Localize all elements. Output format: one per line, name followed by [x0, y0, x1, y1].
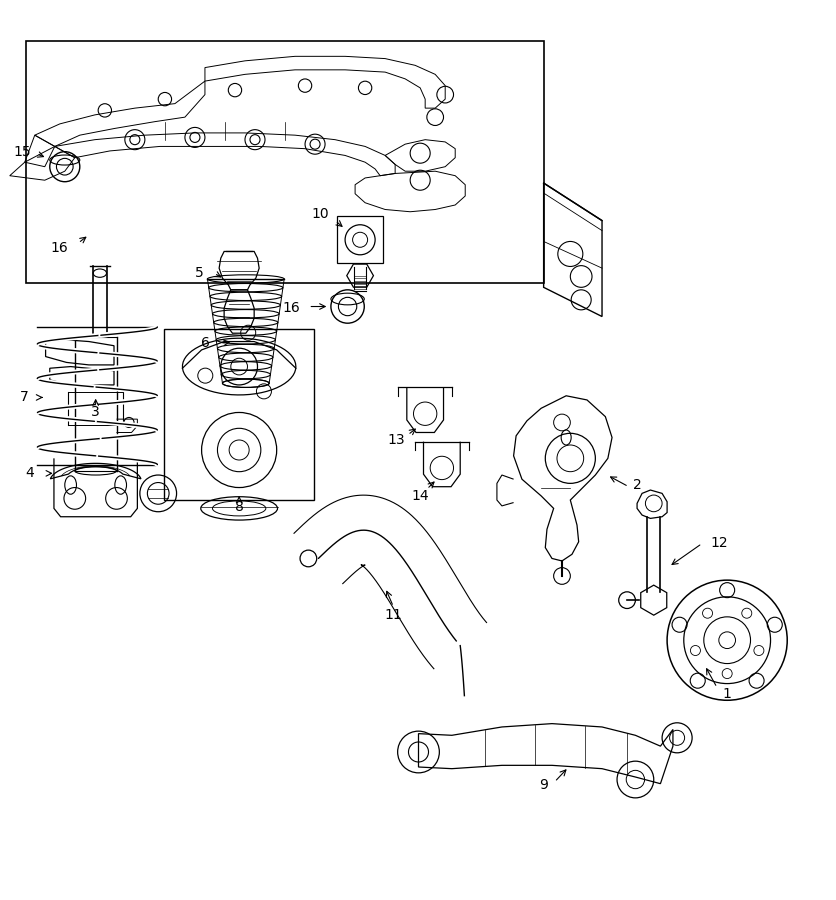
- Text: 6: 6: [201, 337, 210, 350]
- Text: 5: 5: [195, 266, 203, 280]
- Text: 14: 14: [410, 489, 429, 503]
- Text: 16: 16: [282, 302, 299, 315]
- Text: 7: 7: [20, 391, 29, 404]
- Text: 4: 4: [25, 466, 34, 481]
- Text: 10: 10: [311, 207, 329, 220]
- Text: 16: 16: [51, 241, 69, 255]
- Text: 1: 1: [721, 687, 731, 700]
- Text: 13: 13: [387, 433, 405, 447]
- Text: 15: 15: [13, 145, 31, 159]
- Text: 3: 3: [91, 406, 100, 419]
- Text: 12: 12: [709, 536, 726, 551]
- Text: 11: 11: [384, 608, 402, 622]
- Text: 9: 9: [538, 778, 548, 792]
- Bar: [27, 41, 543, 284]
- Bar: [164, 329, 314, 500]
- Text: 8: 8: [234, 500, 243, 514]
- Text: 2: 2: [632, 478, 640, 492]
- Polygon shape: [418, 724, 672, 784]
